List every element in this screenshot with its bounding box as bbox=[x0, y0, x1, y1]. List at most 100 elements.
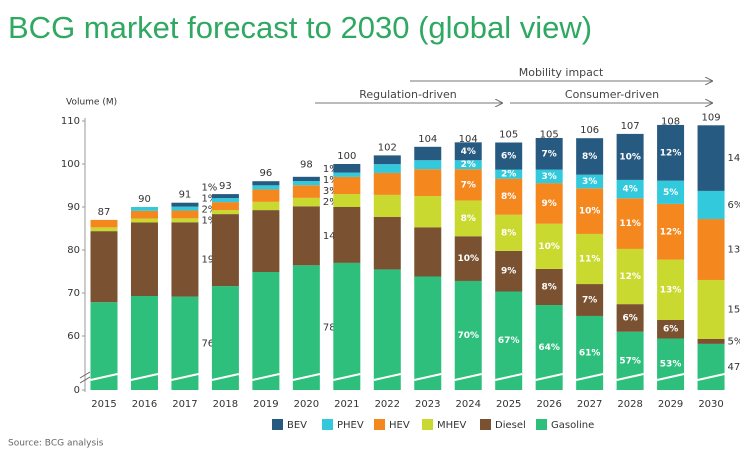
bar-segment bbox=[454, 142, 482, 161]
axis-break bbox=[454, 373, 482, 381]
bar-segment bbox=[414, 276, 442, 390]
axis-break bbox=[616, 373, 644, 381]
bar-segment bbox=[292, 185, 320, 198]
bar-segment bbox=[373, 155, 401, 165]
axis-break bbox=[656, 373, 685, 381]
value-label: 4% bbox=[622, 185, 637, 195]
value-label: 10% bbox=[579, 207, 601, 217]
bar-segment bbox=[535, 137, 563, 170]
bar-segment bbox=[414, 227, 442, 277]
value-label: 5% bbox=[663, 188, 678, 198]
bar-segment bbox=[697, 343, 725, 390]
value-label: 7% bbox=[542, 149, 557, 159]
bar-segment bbox=[333, 172, 361, 177]
bar-segment bbox=[414, 160, 442, 170]
total-label: 108 bbox=[661, 117, 680, 128]
axis-break bbox=[333, 373, 361, 381]
source: Source: BCG analysis bbox=[8, 439, 104, 449]
total-label: 104 bbox=[418, 134, 437, 145]
bar-segment bbox=[697, 279, 725, 339]
bar-segment bbox=[657, 124, 685, 181]
bar-segment bbox=[495, 178, 523, 215]
value-label: 10% bbox=[457, 254, 479, 264]
value-label: 8% bbox=[501, 228, 516, 238]
bar-segment bbox=[333, 262, 361, 390]
value-label: 11% bbox=[579, 254, 601, 264]
value-label: 8% bbox=[542, 282, 557, 292]
bar-segment bbox=[697, 125, 725, 191]
bar-segment bbox=[211, 198, 239, 203]
value-label: 13% bbox=[728, 245, 740, 256]
legend-label: Diesel bbox=[495, 420, 526, 431]
bar-segment bbox=[373, 194, 401, 217]
chart-title: BCG market forecast to 2030 (global view… bbox=[8, 10, 592, 45]
bar-segment bbox=[697, 219, 725, 280]
y-axis-label: Volume (M) bbox=[66, 98, 117, 108]
value-label: 67% bbox=[498, 336, 520, 346]
bar-segment bbox=[292, 176, 320, 182]
bar-segment bbox=[454, 280, 482, 390]
value-label: 1% bbox=[201, 215, 217, 226]
axis-break bbox=[494, 373, 523, 381]
value-label: 3% bbox=[323, 186, 339, 197]
total-label: 105 bbox=[540, 130, 559, 141]
value-label: 7% bbox=[461, 180, 476, 190]
bar-segment bbox=[252, 181, 280, 186]
axis-break bbox=[292, 373, 321, 381]
value-label: 6% bbox=[622, 313, 637, 323]
value-label: 2% bbox=[461, 160, 476, 170]
bar-segment bbox=[414, 195, 442, 228]
x-tick-label: 2015 bbox=[91, 399, 116, 410]
axis-break bbox=[211, 373, 240, 381]
bar-segment bbox=[657, 203, 685, 260]
bar-segment bbox=[495, 214, 523, 251]
y-tick-label: 0 bbox=[74, 385, 80, 396]
bar-segment bbox=[211, 210, 239, 215]
bar-segment bbox=[576, 188, 604, 234]
value-label: 9% bbox=[501, 267, 516, 277]
value-label: 1% bbox=[323, 175, 339, 186]
bar-segment bbox=[90, 219, 118, 228]
total-label: 106 bbox=[580, 125, 599, 136]
bar-segment bbox=[373, 269, 401, 390]
bar-segment bbox=[333, 176, 361, 195]
value-label: 8% bbox=[501, 192, 516, 202]
value-label: 11% bbox=[619, 219, 641, 229]
bar-segment bbox=[616, 304, 644, 332]
value-label: 2% bbox=[501, 170, 516, 180]
legend-swatch bbox=[322, 419, 333, 430]
y-tick-label: 90 bbox=[67, 202, 80, 213]
bar-segment bbox=[657, 320, 685, 339]
value-label: 5% bbox=[728, 336, 740, 347]
legend-label: MHEV bbox=[437, 420, 466, 431]
x-tick-label: 2017 bbox=[172, 399, 197, 410]
value-label: 3% bbox=[582, 177, 597, 187]
bar-segment bbox=[616, 248, 644, 305]
x-tick-label: 2028 bbox=[617, 399, 642, 410]
value-label: 9% bbox=[542, 199, 557, 209]
total-label: 91 bbox=[179, 190, 192, 201]
bar-segment bbox=[454, 200, 482, 237]
value-label: 61% bbox=[579, 348, 601, 358]
axis-break bbox=[252, 373, 280, 381]
legend-swatch bbox=[422, 419, 433, 430]
bar-segment bbox=[576, 138, 604, 175]
bar-segment bbox=[211, 214, 239, 287]
bar-segment bbox=[495, 250, 523, 292]
bar-segment bbox=[292, 206, 320, 266]
total-label: 93 bbox=[219, 181, 232, 192]
y-tick-label: 100 bbox=[61, 159, 80, 170]
bar-segment bbox=[697, 338, 725, 344]
x-tick-label: 2024 bbox=[456, 399, 481, 410]
total-label: 105 bbox=[499, 130, 518, 141]
value-label: 2% bbox=[323, 197, 339, 208]
value-label: 13% bbox=[660, 285, 682, 295]
value-label: 6% bbox=[728, 200, 740, 211]
axis-break bbox=[79, 371, 91, 384]
x-tick-label: 2025 bbox=[496, 399, 521, 410]
legend-swatch bbox=[536, 419, 547, 430]
total-label: 100 bbox=[337, 151, 356, 162]
value-label: 1% bbox=[201, 182, 217, 193]
x-tick-label: 2021 bbox=[334, 399, 359, 410]
